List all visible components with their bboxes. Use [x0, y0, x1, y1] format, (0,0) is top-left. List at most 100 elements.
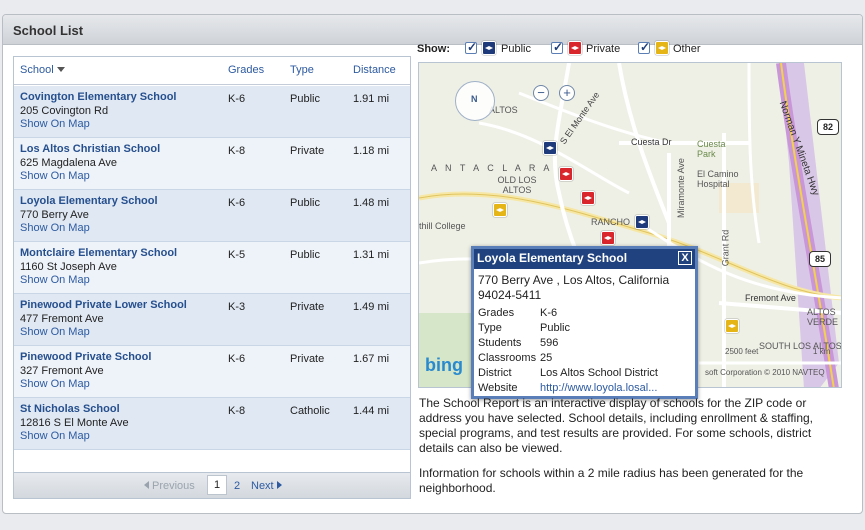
bing-logo: bing [425, 355, 463, 375]
school-address: 327 Fremont Ave [20, 365, 104, 377]
zoom-in-button[interactable]: + [559, 85, 575, 101]
school-grades: K-6 [228, 353, 246, 365]
map-label-old-los-altos: OLD LOS ALTOS [497, 175, 537, 195]
show-on-map-link[interactable]: Show On Map [20, 222, 90, 234]
sort-by-school-header[interactable]: School [20, 64, 65, 76]
school-grades: K-3 [228, 301, 246, 313]
description-paragraph: The School Report is an interactive disp… [419, 396, 814, 455]
map-scale-km: 1 km [813, 347, 831, 356]
popup-title: Loyola Elementary School [477, 251, 628, 265]
map-pin-private[interactable] [581, 191, 595, 205]
map-pin-public[interactable] [543, 141, 557, 155]
school-name-link[interactable]: Pinewood Private School [20, 351, 152, 363]
school-distance: 1.18 mi [353, 145, 390, 157]
table-row: Covington Elementary School 205 Covington… [14, 86, 410, 138]
school-grades: K-6 [228, 197, 246, 209]
show-on-map-link[interactable]: Show On Map [20, 170, 90, 182]
school-address: 477 Fremont Ave [20, 313, 104, 325]
school-type: Private [290, 301, 325, 313]
zoom-out-button[interactable]: − [533, 85, 549, 101]
map-pin-private[interactable] [601, 231, 615, 245]
map-label-miramonte: Miramonte Ave [675, 158, 686, 218]
show-on-map-link[interactable]: Show On Map [20, 118, 90, 130]
show-on-map-link[interactable]: Show On Map [20, 378, 90, 390]
grades-header[interactable]: Grades [228, 64, 265, 76]
table-row: Montclaire Elementary School 1160 St Jose… [14, 242, 410, 294]
show-on-map-link[interactable]: Show On Map [20, 430, 90, 442]
page-2-link[interactable]: 2 [234, 480, 241, 492]
map-label-hill-college: thill College [419, 221, 466, 231]
distance-header[interactable]: Distance [353, 64, 396, 76]
school-name-link[interactable]: Pinewood Private Lower School [20, 299, 187, 311]
other-school-icon [655, 41, 669, 55]
type-header[interactable]: Type [290, 64, 314, 76]
map-label-grant: Grant Rd [720, 229, 731, 267]
panel-title: School List [13, 23, 84, 38]
table-header: School Grades Type Distance [14, 57, 410, 85]
school-distance: 1.44 mi [353, 405, 390, 417]
route-85-shield: 85 [809, 251, 831, 267]
map-label-south-los-altos: SOUTH LOS ALTOS [759, 341, 842, 351]
popup-address: 770 Berry Ave , Los Altos, California 94… [478, 273, 670, 302]
school-grades: K-8 [228, 405, 246, 417]
map-pin-public[interactable] [635, 215, 649, 229]
school-name-link[interactable]: Covington Elementary School [20, 91, 177, 103]
school-distance: 1.31 mi [353, 249, 390, 261]
school-type: Public [290, 197, 320, 209]
public-checkbox[interactable] [465, 40, 477, 54]
show-on-map-link[interactable]: Show On Map [20, 326, 90, 338]
close-icon[interactable]: X [678, 251, 692, 265]
map-label-santa-clara: A N T A C L A R A [431, 163, 553, 173]
school-type: Private [290, 145, 325, 157]
school-name-link[interactable]: Loyola Elementary School [20, 195, 158, 207]
popup-header: Loyola Elementary School X [474, 249, 695, 269]
school-table: School Grades Type Distance Covington El… [13, 56, 411, 499]
show-on-map-link[interactable]: Show On Map [20, 274, 90, 286]
pagination: Previous 1 2 Next [14, 472, 410, 498]
school-grades: K-5 [228, 249, 246, 261]
private-checkbox[interactable] [551, 40, 563, 54]
school-grades: K-6 [228, 93, 246, 105]
school-grades: K-8 [228, 145, 246, 157]
school-distance: 1.48 mi [353, 197, 390, 209]
private-label: Private [586, 43, 621, 55]
table-row: Los Altos Christian School 625 Magdalena … [14, 138, 410, 190]
map-label-rancho: RANCHO [591, 217, 631, 227]
website-link[interactable]: http://www.loyola.losal... [540, 382, 658, 394]
show-label: Show: [417, 43, 450, 55]
map-label-cuesta: Cuesta Dr [631, 137, 672, 147]
map-pin-other[interactable] [493, 203, 507, 217]
compass-north: N [471, 94, 478, 104]
table-row: Pinewood Private Lower School 477 Fremont… [14, 294, 410, 346]
page-1-current[interactable]: 1 [207, 475, 227, 495]
map-scale-feet: 2500 feet [725, 347, 759, 356]
other-checkbox[interactable] [638, 40, 650, 54]
next-page-button[interactable]: Next [251, 480, 282, 492]
chevron-left-icon [144, 481, 149, 489]
other-label: Other [673, 43, 701, 55]
map-pin-private[interactable] [559, 167, 573, 181]
map-pin-other[interactable] [725, 319, 739, 333]
map-label-altos: ALTOS [489, 105, 518, 115]
previous-page-button[interactable]: Previous [144, 480, 195, 492]
school-info-popup: Loyola Elementary School X 770 Berry Ave… [471, 246, 698, 399]
school-type: Public [290, 93, 320, 105]
table-row: St Nicholas School 12816 S El Monte Ave Sh… [14, 398, 410, 450]
map-label-cuesta-park: Cuesta Park [697, 139, 726, 159]
school-address: 205 Covington Rd [20, 105, 109, 117]
panel-header: School List [3, 15, 862, 45]
school-name-link[interactable]: St Nicholas School [20, 403, 120, 415]
school-address: 12816 S El Monte Ave [20, 417, 129, 429]
school-name-link[interactable]: Montclaire Elementary School [20, 247, 178, 259]
map-compass-control[interactable]: N [455, 81, 495, 121]
private-school-icon [568, 41, 582, 55]
radius-note: Information for schools within a 2 mile … [419, 466, 804, 495]
table-body: Covington Elementary School 205 Covington… [14, 86, 410, 466]
school-name-link[interactable]: Los Altos Christian School [20, 143, 161, 155]
school-distance: 1.67 mi [353, 353, 390, 365]
school-address: 770 Berry Ave [20, 209, 89, 221]
table-row: Loyola Elementary School 770 Berry Ave Sho… [14, 190, 410, 242]
school-type: Catholic [290, 405, 330, 417]
chevron-right-icon [276, 481, 282, 489]
school-address: 625 Magdalena Ave [20, 157, 118, 169]
